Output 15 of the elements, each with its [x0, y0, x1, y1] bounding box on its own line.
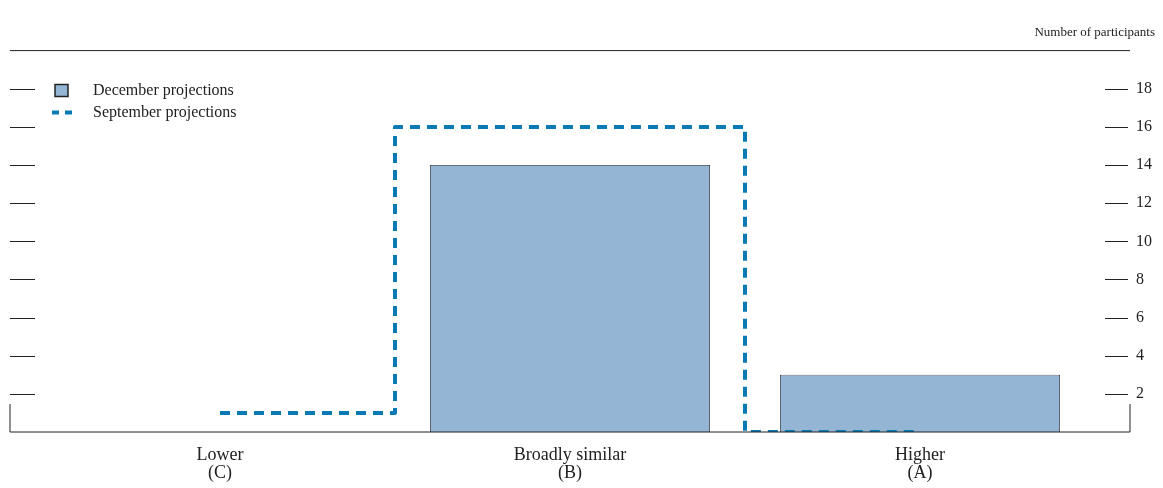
y-tick-label: 12: [1136, 193, 1152, 211]
y-tick-label: 8: [1136, 269, 1144, 287]
y-tick-label: 16: [1136, 117, 1152, 135]
y-tick-label: 14: [1136, 155, 1152, 173]
x-tick-label: Lower (C): [196, 443, 244, 483]
x-tick-label: Broadly similar (B): [513, 443, 627, 483]
legend-label: September projections: [93, 102, 237, 121]
y-tick-label: 4: [1136, 345, 1144, 363]
y-tick-label: 18: [1136, 78, 1152, 96]
y-tick-label: 6: [1136, 307, 1144, 325]
y-tick-label: 2: [1136, 384, 1144, 402]
x-tick-label: Higher (A): [895, 443, 945, 483]
y-axis-title: Number of participants: [1034, 23, 1155, 39]
legend-label: December projections: [93, 80, 234, 99]
y-tick-label: 10: [1136, 231, 1152, 249]
